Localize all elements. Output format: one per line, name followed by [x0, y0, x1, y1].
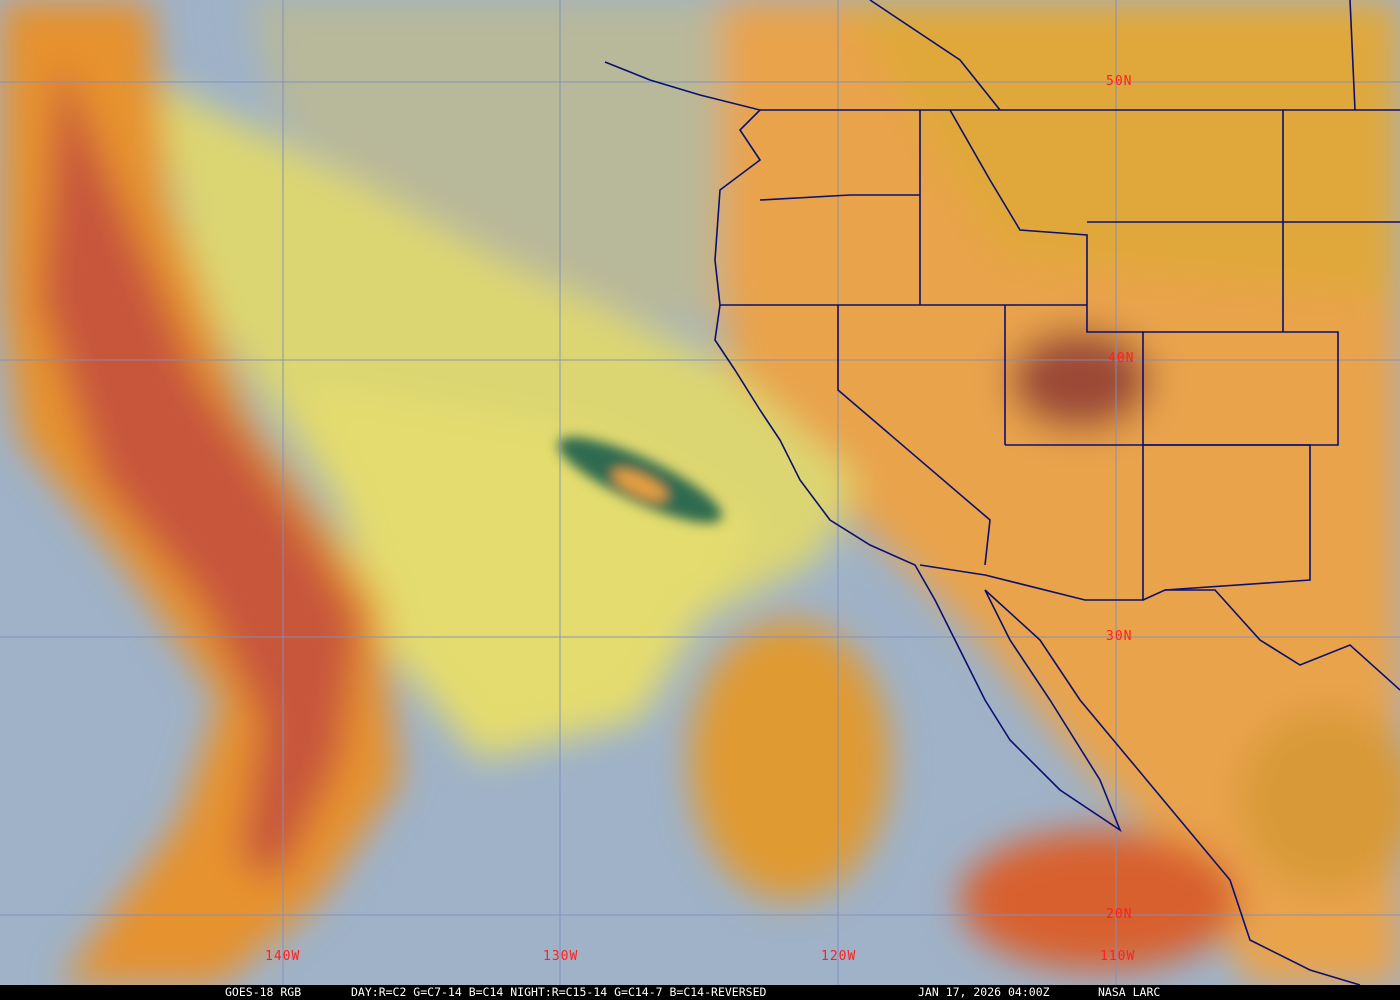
lon-label-130w: 130W — [543, 949, 578, 964]
new-mexico-border — [1142, 444, 1311, 601]
rgb-recipe: DAY:R=C2 G=C7-14 B=C14 NIGHT:R=C15-14 G=… — [351, 985, 767, 999]
ca-nv-border — [837, 305, 991, 566]
timestamp: JAN 17, 2026 04:00Z — [918, 985, 1050, 999]
product-name: GOES-18 RGB — [225, 985, 302, 999]
montana-border — [1282, 110, 1400, 223]
credit: NASA LARC — [1098, 985, 1161, 999]
arizona-border — [919, 445, 1144, 601]
lat-label-20n: 20N — [1106, 907, 1132, 922]
us-mexico-border — [1165, 589, 1400, 691]
alberta-sask-border — [1349, 0, 1356, 111]
lon-label-110w: 110W — [1100, 949, 1135, 964]
boundaries — [604, 0, 1400, 985]
lon-label-120w: 120W — [821, 949, 856, 964]
lat-label-50n: 50N — [1106, 74, 1132, 89]
idaho-montana-border — [949, 109, 1088, 305]
grid-labels: 50N 40N 30N 20N 140W 130W 120W 110W — [265, 74, 1135, 964]
caption-bar: GOES-18 RGB DAY:R=C2 G=C7-14 B=C14 NIGHT… — [0, 985, 1400, 1000]
canada-province-border — [869, 0, 1001, 111]
lon-label-140w: 140W — [265, 949, 300, 964]
coastline — [604, 61, 1361, 985]
lat-label-40n: 40N — [1108, 351, 1134, 366]
lat-label-30n: 30N — [1106, 629, 1132, 644]
wa-or-border — [759, 194, 920, 201]
